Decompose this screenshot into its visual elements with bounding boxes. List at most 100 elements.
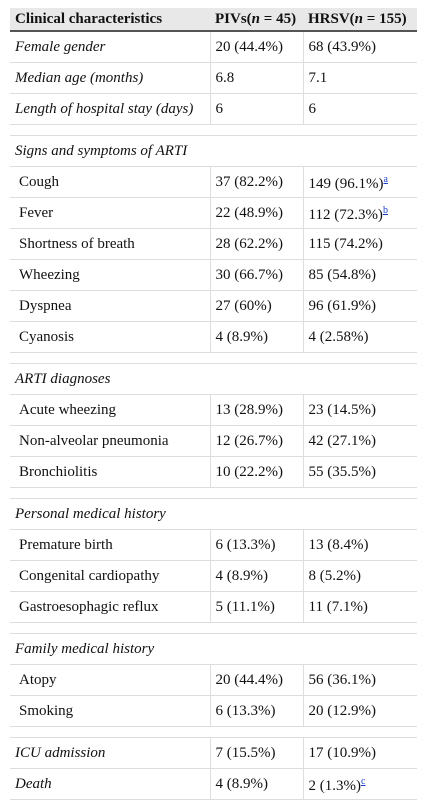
value-text: 4 (8.9%) [215, 775, 269, 792]
value-cell: 10 (22.2%) [209, 456, 303, 488]
value-cell: 4 (8.9%) [209, 560, 303, 592]
data-row: Death 4 (8.9%) 2 (1.3%)c [10, 768, 417, 800]
value-cell: 4 (8.9%) [209, 321, 303, 353]
value-text: 4 (2.58%) [308, 328, 369, 345]
header-cell: HRSV(n = 155) [303, 8, 417, 32]
row-label: Atopy [10, 664, 210, 696]
data-row: Cough 37 (82.2%) 149 (96.1%)a [10, 166, 417, 198]
value-text: 55 (35.5%) [308, 463, 377, 480]
value-cell: 28 (62.2%) [209, 228, 303, 260]
value-cell: 4 (8.9%) [209, 768, 303, 800]
value-text: 13 (8.4%) [308, 536, 369, 553]
spacer-row [10, 124, 417, 136]
value-text: 22 (48.9%) [215, 204, 284, 221]
data-row: Cyanosis 4 (8.9%) 4 (2.58%) [10, 321, 417, 353]
header-row: Clinical characteristics PIVs(n = 45) HRSV… [10, 8, 417, 32]
value-cell: 30 (66.7%) [209, 259, 303, 291]
row-label: Wheezing [10, 259, 210, 291]
value-cell: 17 (10.9%) [302, 737, 417, 769]
footnote-ref: c [361, 773, 365, 787]
value-text: 20 (12.9%) [308, 702, 377, 719]
data-row: Female gender 20 (44.4%) 68 (43.9%) [10, 30, 417, 63]
header-italic: n [251, 10, 261, 27]
footnote-link[interactable]: a [383, 174, 388, 185]
value-text: 8 (5.2%) [308, 567, 362, 584]
value-cell: 4 (2.58%) [302, 321, 417, 353]
value-cell: 5 (11.1%) [209, 591, 303, 623]
value-cell: 6 [209, 93, 303, 125]
value-cell: 96 (61.9%) [302, 290, 417, 322]
row-label: Fever [10, 197, 210, 229]
value-cell: 149 (96.1%)a [302, 166, 417, 198]
value-text: 56 (36.1%) [308, 671, 377, 688]
value-text: 20 (44.4%) [215, 671, 284, 688]
row-label: Length of hospital stay (days) [10, 93, 210, 125]
spacer-cell [10, 352, 417, 364]
row-label: Gastroesophagic reflux [10, 591, 210, 623]
value-text: 6 (13.3%) [215, 702, 276, 719]
value-text: 6 [215, 100, 224, 117]
footnote-link[interactable]: b [382, 205, 388, 216]
row-label: Median age (months) [10, 62, 210, 94]
value-cell: 115 (74.2%) [302, 228, 417, 260]
value-cell: 6 (13.3%) [209, 529, 303, 561]
section-title: Signs and symptoms of ARTI [10, 135, 417, 167]
footnote-link[interactable]: c [361, 776, 366, 787]
header-text: = 155) [363, 10, 407, 27]
header-text: PIVs( [215, 10, 252, 27]
section-title: ARTI diagnoses [10, 363, 417, 395]
value-text: 7 (15.5%) [215, 744, 276, 761]
value-text: 27 (60%) [215, 297, 272, 314]
value-text: 23 (14.5%) [308, 401, 377, 418]
value-text: 96 (61.9%) [308, 297, 377, 314]
header-text: Clinical characteristics [15, 10, 163, 27]
row-label: Congenital cardiopathy [10, 560, 210, 592]
value-cell: 7.1 [302, 62, 417, 94]
spacer-row [10, 622, 417, 634]
value-cell: 112 (72.3%)b [302, 197, 417, 229]
value-cell: 13 (8.4%) [302, 529, 417, 561]
data-row: Smoking 6 (13.3%) 20 (12.9%) [10, 695, 417, 727]
row-label: Acute wheezing [10, 394, 210, 426]
value-text: 85 (54.8%) [308, 266, 377, 283]
clinical-table: Clinical characteristics PIVs(n = 45) HRSV… [10, 8, 417, 800]
footnote-ref: b [383, 202, 388, 216]
value-text: 5 (11.1%) [215, 598, 275, 615]
value-text: 6 (13.3%) [215, 536, 276, 553]
data-row: ICU admission 7 (15.5%) 17 (10.9%) [10, 737, 417, 769]
value-cell: 20 (44.4%) [209, 664, 303, 696]
data-row: Bronchiolitis 10 (22.2%) 55 (35.5%) [10, 456, 417, 488]
value-cell: 42 (27.1%) [302, 425, 417, 457]
spacer-cell [10, 622, 417, 634]
value-text: 7.1 [308, 69, 328, 86]
row-label: Dyspnea [10, 290, 210, 322]
section-title: Family medical history [10, 633, 417, 665]
value-text: 68 (43.9%) [308, 38, 377, 55]
value-cell: 7 (15.5%) [209, 737, 303, 769]
value-text: 112 (72.3%) [308, 207, 383, 223]
value-cell: 85 (54.8%) [302, 259, 417, 291]
value-cell: 37 (82.2%) [209, 166, 303, 198]
data-row: Dyspnea 27 (60%) 96 (61.9%) [10, 290, 417, 322]
header-text: HRSV( [308, 10, 355, 27]
data-row: Median age (months) 6.8 7.1 [10, 62, 417, 94]
value-cell: 8 (5.2%) [302, 560, 417, 592]
value-text: 30 (66.7%) [215, 266, 284, 283]
footnote-ref: a [384, 171, 388, 185]
section-row: ARTI diagnoses [10, 363, 417, 395]
row-label: Bronchiolitis [10, 456, 210, 488]
value-text: 10 (22.2%) [215, 463, 284, 480]
row-label: Cough [10, 166, 210, 198]
value-cell: 6 [302, 93, 417, 125]
table-container: Clinical characteristics PIVs(n = 45) HRSV… [10, 8, 417, 800]
section-row: Family medical history [10, 633, 417, 665]
value-cell: 6.8 [209, 62, 303, 94]
value-text: 2 (1.3%) [308, 778, 362, 794]
value-cell: 13 (28.9%) [209, 394, 303, 426]
value-cell: 56 (36.1%) [302, 664, 417, 696]
header-cell: Clinical characteristics [10, 8, 210, 32]
value-cell: 68 (43.9%) [302, 30, 417, 63]
row-label: Non-alveolar pneumonia [10, 425, 210, 457]
table-body: Female gender 20 (44.4%) 68 (43.9%) Median … [10, 30, 417, 800]
data-row: Atopy 20 (44.4%) 56 (36.1%) [10, 664, 417, 696]
